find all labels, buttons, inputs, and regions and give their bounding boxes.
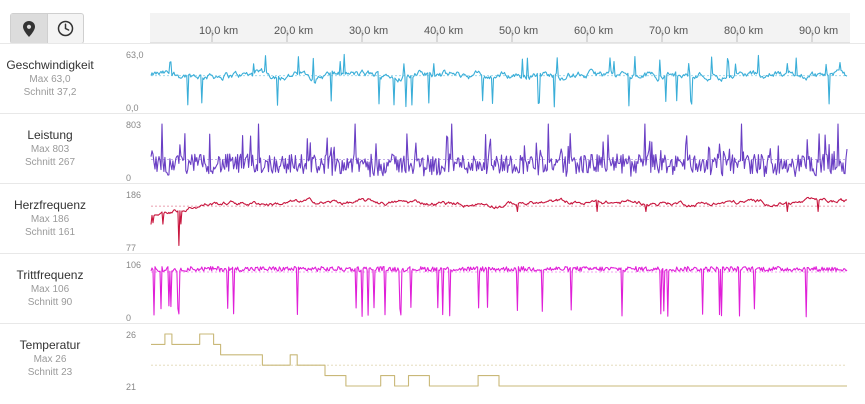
metric-chart-power[interactable]: 803 0	[0, 114, 865, 184]
distance-axis: 10,0 km 20,0 km 30,0 km 40,0 km 50,0 km 60,0 …	[150, 13, 850, 43]
metric-name: Herzfrequenz	[13, 198, 87, 212]
distance-tick-label: 50,0 km	[499, 25, 538, 37]
time-view-button[interactable]	[46, 14, 84, 43]
metric-series-line	[150, 196, 848, 247]
y-axis-max-label: 186	[126, 190, 141, 200]
metric-name: Leistung	[27, 128, 73, 142]
metric-label-speed: Geschwindigkeit Max 63,0 Schnitt 37,2	[0, 58, 100, 99]
map-pin-icon	[22, 20, 35, 37]
metric-row-speed: Geschwindigkeit Max 63,0 Schnitt 37,2 63…	[0, 43, 865, 114]
y-axis-max-label: 803	[126, 120, 141, 130]
metric-series-line	[151, 333, 847, 387]
metric-avg: Schnitt 161	[24, 227, 76, 238]
metric-row-temperature: Temperatur Max 26 Schnitt 23 26 21	[0, 323, 865, 404]
metric-max: Max 63,0	[29, 74, 71, 85]
metric-max: Max 26	[33, 354, 67, 365]
metric-name: Temperatur	[19, 338, 81, 352]
metric-label-cadence: Trittfrequenz Max 106 Schnitt 90	[0, 268, 100, 309]
metric-avg: Schnitt 90	[27, 297, 73, 308]
metric-row-cadence: Trittfrequenz Max 106 Schnitt 90 106 0	[0, 253, 865, 324]
metric-label-power: Leistung Max 803 Schnitt 267	[0, 128, 100, 169]
metric-avg: Schnitt 37,2	[23, 87, 77, 98]
distance-axis-ticks: 10,0 km 20,0 km 30,0 km 40,0 km 50,0 km 60,0 …	[199, 25, 838, 42]
y-axis-max-label: 26	[126, 330, 136, 340]
distance-tick-label: 70,0 km	[649, 25, 688, 37]
metric-avg: Schnitt 267	[24, 157, 76, 168]
metric-series-line	[150, 265, 848, 318]
clock-icon	[57, 20, 73, 37]
y-axis-min-label: 77	[126, 243, 136, 253]
distance-tick-label: 30,0 km	[349, 25, 388, 37]
metric-name: Trittfrequenz	[16, 268, 84, 282]
y-axis-max-label: 63,0	[126, 50, 144, 60]
distance-tick-label: 60,0 km	[574, 25, 613, 37]
metric-max: Max 803	[30, 144, 70, 155]
distance-tick-label: 20,0 km	[274, 25, 313, 37]
metric-row-heartrate: Herzfrequenz Max 186 Schnitt 161 186 77	[0, 183, 865, 254]
metric-series-line	[150, 53, 848, 108]
distance-tick-label: 40,0 km	[424, 25, 463, 37]
metric-chart-cadence[interactable]: 106 0	[0, 254, 865, 324]
metric-chart-speed[interactable]: 63,0 0,0	[0, 44, 865, 114]
map-view-button[interactable]	[11, 14, 47, 43]
metric-avg: Schnitt 23	[27, 367, 73, 378]
metric-series-line	[150, 123, 848, 178]
metric-name: Geschwindigkeit	[6, 58, 94, 72]
view-toggle	[10, 13, 84, 44]
metric-chart-temperature[interactable]: 26 21	[0, 324, 865, 404]
y-axis-min-label: 0	[126, 173, 131, 183]
distance-tick-label: 90,0 km	[799, 25, 838, 37]
metric-chart-heartrate[interactable]: 186 77	[0, 184, 865, 254]
y-axis-max-label: 106	[126, 260, 141, 270]
y-axis-min-label: 21	[126, 382, 136, 392]
distance-tick-label: 80,0 km	[724, 25, 763, 37]
metric-max: Max 106	[30, 284, 70, 295]
top-bar: 10,0 km 20,0 km 30,0 km 40,0 km 50,0 km 60,0 …	[0, 0, 865, 44]
metric-row-power: Leistung Max 803 Schnitt 267 803 0	[0, 113, 865, 184]
y-axis-min-label: 0	[126, 313, 131, 323]
metric-max: Max 186	[30, 214, 70, 225]
distance-tick-label: 10,0 km	[199, 25, 238, 37]
y-axis-min-label: 0,0	[126, 103, 139, 113]
metric-label-temperature: Temperatur Max 26 Schnitt 23	[0, 338, 100, 379]
metric-label-heartrate: Herzfrequenz Max 186 Schnitt 161	[0, 198, 100, 239]
